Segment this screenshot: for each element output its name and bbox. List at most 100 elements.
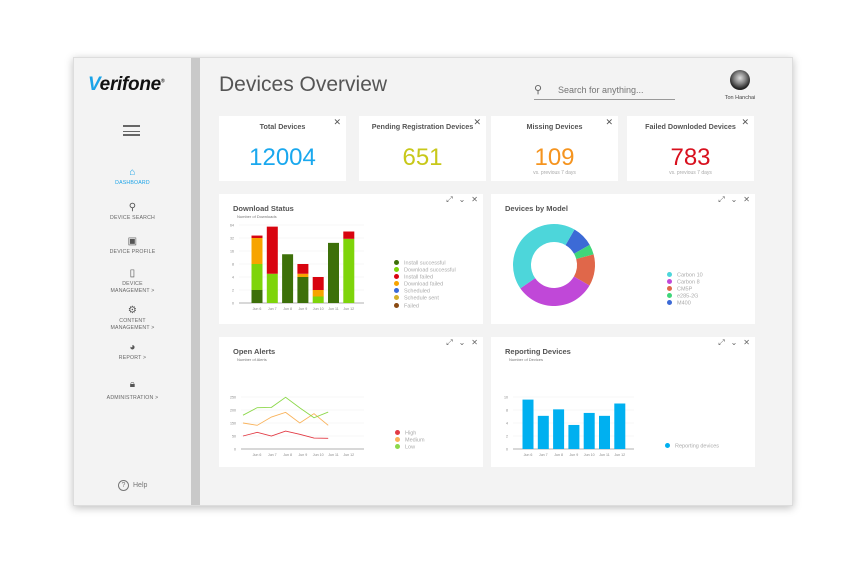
download-chart-card: ⤢ ⌄ ✕ Download Status Number of Downloads … xyxy=(219,194,483,324)
bar-segment xyxy=(266,273,278,303)
chevron-down-icon[interactable]: ⌄ xyxy=(730,338,738,347)
legend-label: Failed xyxy=(404,303,419,310)
legend-item[interactable]: Scheduled xyxy=(394,288,456,295)
x-tick-label: Jun 7 xyxy=(539,453,548,457)
legend-item[interactable]: Install successful xyxy=(394,260,456,267)
sidebar: Verifone® ⌂ DASHBOARD ⚲ DEVICE SEARCH ▣ DEV… xyxy=(74,58,191,505)
kpi-subtext: vs. previous 7 days xyxy=(669,170,712,176)
kpi-label: Pending Registration Devices xyxy=(371,122,474,131)
legend-label: Install successful xyxy=(404,260,446,267)
user-name: Ton Hanchai xyxy=(724,95,756,101)
x-tick-label: Jun 8 xyxy=(283,307,292,311)
sidebar-item-content-management[interactable]: ⚙ CONTENT MANAGEMENT > xyxy=(74,304,191,332)
y-tick-label: 0 xyxy=(234,448,236,452)
expand-icon[interactable]: ⤢ xyxy=(446,195,453,204)
close-icon[interactable]: ✕ xyxy=(333,117,341,127)
y-tick-label: 0 xyxy=(506,448,508,452)
x-tick-label: Jun 11 xyxy=(328,453,339,457)
chart-title: Open Alerts xyxy=(233,347,276,356)
legend-swatch xyxy=(394,288,399,294)
legend-item[interactable]: High xyxy=(395,430,425,437)
legend-swatch xyxy=(395,444,400,450)
sidebar-item-label: DEVICE MANAGEMENT > xyxy=(110,281,155,294)
kpi-value: 109 xyxy=(534,144,575,171)
legend-swatch xyxy=(395,437,400,443)
legend-swatch xyxy=(667,286,672,292)
legend-item[interactable]: Failed xyxy=(394,302,456,310)
y-tick-label: 50 xyxy=(232,435,236,439)
sidebar-item-device-management[interactable]: ▯ DEVICE MANAGEMENT > xyxy=(74,267,191,295)
series-line xyxy=(242,430,329,439)
sidebar-item-device-profile[interactable]: ▣ DEVICE PROFILE xyxy=(74,235,191,256)
legend-swatch xyxy=(394,260,399,265)
legend-item[interactable]: Low xyxy=(395,444,425,451)
expand-icon[interactable]: ⤢ xyxy=(718,338,725,347)
close-icon[interactable]: ✕ xyxy=(743,195,750,204)
help-label: Help xyxy=(133,482,148,489)
legend-item[interactable]: Carbon 10 xyxy=(667,272,703,279)
x-tick-label: Jun 12 xyxy=(343,453,354,457)
legend-item[interactable]: e285-2G xyxy=(667,293,703,300)
bar xyxy=(614,403,626,449)
sidebar-item-label: CONTENT MANAGEMENT > xyxy=(110,318,155,331)
x-tick-label: Jun 11 xyxy=(599,453,610,457)
bar xyxy=(599,415,610,449)
close-icon[interactable]: ✕ xyxy=(743,338,750,347)
close-icon[interactable]: ✕ xyxy=(471,338,478,347)
legend-item[interactable]: Install failed xyxy=(394,274,456,281)
bar-segment xyxy=(251,264,263,290)
search-input[interactable] xyxy=(558,84,668,95)
legend-item[interactable]: Schedule sent xyxy=(394,295,456,302)
expand-icon[interactable]: ⤢ xyxy=(446,338,453,347)
bar-segment xyxy=(266,226,278,274)
y-tick-label: 16 xyxy=(230,250,234,254)
expand-icon[interactable]: ⤢ xyxy=(718,195,725,204)
legend-swatch xyxy=(394,295,399,301)
download-chart: 0 2 4 8 16 32 64 Jun 6 Jun 7 Jun 8 Jun 9 Jun 10 Jun … xyxy=(230,224,364,311)
kpi-label: Failed Downloded Devices xyxy=(645,122,736,131)
sidebar-item-administration[interactable]: 🔒︎ ADMINISTRATION > xyxy=(74,378,191,402)
home-icon: ⌂ xyxy=(129,167,136,178)
bar xyxy=(583,412,595,449)
chart-title: Download Status xyxy=(233,204,294,213)
y-tick-label: 4 xyxy=(232,276,234,280)
legend-item[interactable]: M400 xyxy=(667,300,703,307)
help-link[interactable]: ? Help xyxy=(118,480,147,491)
hamburger-menu-icon[interactable] xyxy=(123,125,140,136)
x-tick-label: Jun 10 xyxy=(313,307,324,311)
y-tick-label: 150 xyxy=(230,422,236,426)
content-icon: ⚙ xyxy=(127,305,138,316)
legend-item[interactable]: Carbon 8 xyxy=(667,279,703,286)
legend-label: Download failed xyxy=(404,281,444,288)
close-icon[interactable]: ✕ xyxy=(741,117,749,127)
chevron-down-icon[interactable]: ⌄ xyxy=(458,338,466,347)
sidebar-item-device-search[interactable]: ⚲ DEVICE SEARCH xyxy=(74,201,191,222)
legend-item[interactable]: Medium xyxy=(395,437,425,444)
x-tick-label: Jun 8 xyxy=(283,453,292,457)
close-icon[interactable]: ✕ xyxy=(471,195,478,204)
sidebar-item-report[interactable]: ◕ REPORT > xyxy=(74,341,191,362)
close-icon[interactable]: ✕ xyxy=(605,117,613,127)
legend-swatch xyxy=(667,272,672,277)
legend-swatch xyxy=(667,293,672,299)
x-tick-label: Jun 7 xyxy=(268,453,277,457)
bar-segment xyxy=(251,235,263,238)
close-icon[interactable]: ✕ xyxy=(473,117,481,127)
legend-item[interactable]: Download successful xyxy=(394,267,456,274)
legend-item[interactable]: Download failed xyxy=(394,281,456,288)
bar xyxy=(568,424,580,449)
sidebar-item-dashboard[interactable]: ⌂ DASHBOARD xyxy=(74,166,191,187)
user-profile[interactable]: Ton Hanchai xyxy=(717,70,763,101)
kpi-value: 12004 xyxy=(249,144,316,171)
chevron-down-icon[interactable]: ⌄ xyxy=(730,195,738,204)
legend-item[interactable]: CM5P xyxy=(667,286,703,293)
avatar[interactable] xyxy=(730,70,750,90)
sidebar-scrollbar[interactable] xyxy=(191,58,200,505)
kpi-card: ✕ Missing Devices 109 vs. previous 7 day… xyxy=(491,116,618,181)
page-title: Devices Overview xyxy=(219,73,388,96)
legend-item[interactable]: Reporting devices xyxy=(665,443,719,450)
bar xyxy=(553,409,565,449)
y-tick-label: 2 xyxy=(506,435,508,439)
chevron-down-icon[interactable]: ⌄ xyxy=(458,195,466,204)
chart-title: Reporting Devices xyxy=(505,347,571,356)
